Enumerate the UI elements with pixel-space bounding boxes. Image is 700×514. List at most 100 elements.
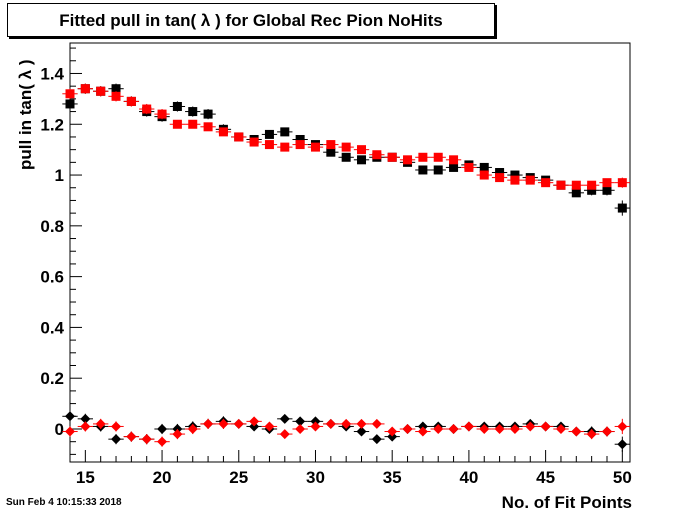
y-tick-label: 0 (55, 420, 64, 439)
data-point-square (479, 170, 489, 180)
data-point-diamond (387, 426, 398, 437)
data-point-diamond (187, 423, 198, 434)
data-point-diamond (417, 426, 428, 437)
data-point-diamond (325, 418, 336, 429)
data-point-square (310, 142, 320, 152)
data-point-square (617, 178, 627, 188)
chart-title-box: Fitted pull in tan( λ ) for Global Rec P… (7, 3, 495, 37)
data-point-square (295, 140, 305, 150)
data-point-diamond (310, 421, 321, 432)
data-point-square (449, 162, 459, 172)
data-point-diamond (172, 429, 183, 440)
data-point-square (510, 175, 520, 185)
data-point-square (357, 145, 367, 155)
x-tick-label: 50 (613, 468, 632, 487)
data-point-square (418, 165, 428, 175)
data-point-diamond (463, 421, 474, 432)
y-tick-label: 0.2 (40, 369, 64, 388)
data-point-diamond (356, 418, 367, 429)
data-point-diamond (111, 421, 122, 432)
data-point-square (188, 107, 198, 117)
y-tick-label: 0.6 (40, 268, 64, 287)
data-point-square (142, 104, 152, 114)
data-point-square (387, 152, 397, 162)
data-point-square (188, 119, 198, 129)
data-point-diamond (617, 439, 628, 450)
data-point-square (617, 203, 627, 213)
data-point-diamond (525, 421, 536, 432)
data-point-square (218, 127, 228, 137)
data-point-diamond (402, 423, 413, 434)
data-point-diamond (494, 423, 505, 434)
data-point-diamond (249, 421, 260, 432)
data-point-diamond (371, 418, 382, 429)
x-tick-label: 35 (383, 468, 402, 487)
data-point-square (587, 180, 597, 190)
data-point-square (341, 152, 351, 162)
data-point-diamond (617, 421, 628, 432)
data-point-diamond (387, 431, 398, 442)
data-point-diamond (141, 434, 152, 445)
data-point-square (326, 147, 336, 157)
data-point-diamond (540, 421, 551, 432)
data-point-square (357, 155, 367, 165)
y-tick-label: 1 (55, 166, 64, 185)
data-point-square (433, 165, 443, 175)
data-point-square (203, 122, 213, 132)
data-point-diamond (111, 434, 122, 445)
data-point-diamond (295, 423, 306, 434)
data-point-square (341, 142, 351, 152)
data-point-square (495, 173, 505, 183)
chart-title: Fitted pull in tan( λ ) for Global Rec P… (59, 11, 443, 30)
data-point-square (449, 155, 459, 165)
data-point-diamond (509, 423, 520, 434)
data-point-square (602, 178, 612, 188)
data-point-diamond (310, 416, 321, 427)
data-point-diamond (371, 434, 382, 445)
data-point-diamond (586, 429, 597, 440)
data-point-square (172, 119, 182, 129)
x-tick-label: 20 (153, 468, 172, 487)
data-point-square (479, 162, 489, 172)
x-tick-label: 15 (76, 468, 95, 487)
data-point-square (172, 101, 182, 111)
data-point-diamond (341, 418, 352, 429)
data-point-diamond (448, 423, 459, 434)
x-tick-label: 40 (459, 468, 478, 487)
date-stamp: Sun Feb 4 10:15:33 2018 (6, 497, 122, 508)
data-point-square (525, 175, 535, 185)
data-point-square (65, 89, 75, 99)
data-point-square (111, 91, 121, 101)
data-point-diamond (601, 426, 612, 437)
data-point-square (126, 96, 136, 106)
data-point-square (157, 109, 167, 119)
data-point-square (264, 140, 274, 150)
data-point-diamond (203, 418, 214, 429)
data-point-square (111, 84, 121, 94)
data-point-square (541, 178, 551, 188)
data-point-diamond (65, 411, 75, 422)
data-point-square (495, 168, 505, 178)
data-point-square (433, 152, 443, 162)
y-tick-label: 1.2 (40, 115, 64, 134)
data-point-diamond (433, 423, 444, 434)
data-point-diamond (279, 413, 290, 424)
data-point-square (234, 132, 244, 142)
data-point-square (203, 109, 213, 119)
data-point-square (602, 185, 612, 195)
data-point-diamond (279, 429, 290, 440)
data-point-square (264, 129, 274, 139)
data-point-square (571, 188, 581, 198)
data-point-square (418, 152, 428, 162)
y-tick-label: 0.4 (40, 318, 64, 337)
data-point-square (96, 86, 106, 96)
data-point-diamond (479, 423, 490, 434)
data-point-diamond (249, 416, 260, 427)
data-point-square (556, 180, 566, 190)
data-point-square (280, 142, 290, 152)
data-point-diamond (417, 421, 428, 432)
data-point-diamond (295, 416, 306, 427)
data-point-square (403, 155, 413, 165)
x-tick-label: 25 (229, 468, 248, 487)
x-tick-label: 30 (306, 468, 325, 487)
